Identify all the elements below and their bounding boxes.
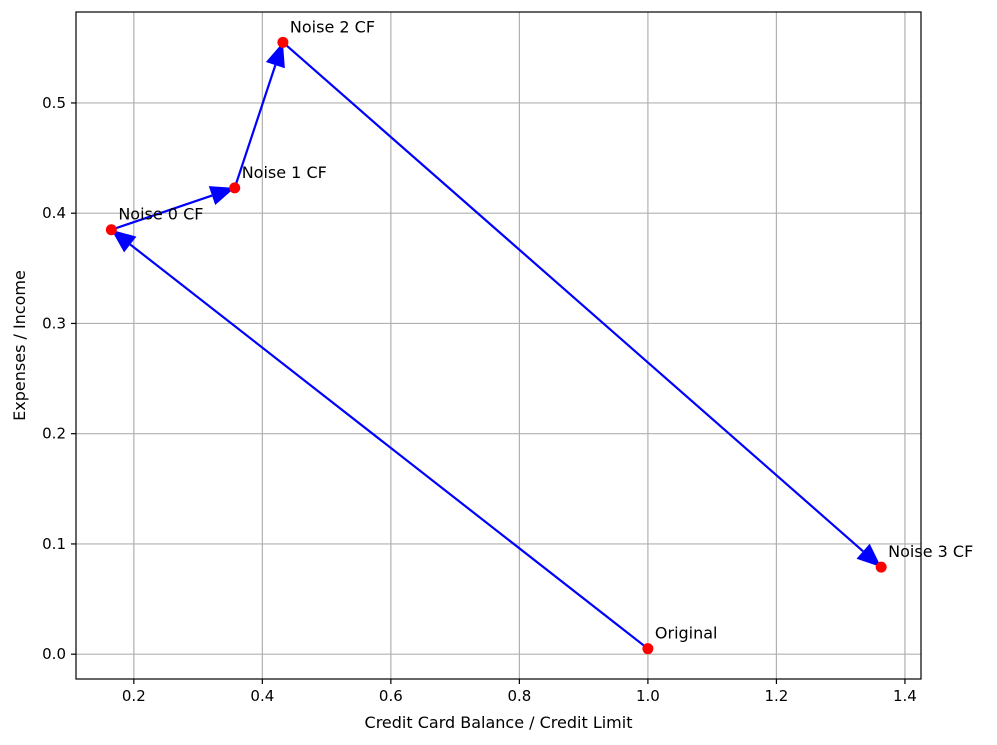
arrows (110, 41, 882, 650)
x-axis-title: Credit Card Balance / Credit Limit (365, 713, 633, 732)
y-axis-title: Expenses / Income (10, 270, 29, 421)
point-label: Noise 2 CF (290, 17, 375, 36)
ticks: 0.2 0.4 0.6 0.8 1.0 1.2 1.4 0.0 0.1 0.2 0.3 0.4 0.5 (42, 94, 917, 705)
arrow-shaft (110, 194, 213, 231)
data-point (875, 561, 887, 573)
x-tick-label: 0.6 (379, 687, 403, 705)
y-tick-label: 0.3 (42, 314, 66, 332)
x-tick-label: 0.8 (507, 687, 531, 705)
x-tick-label: 1.0 (636, 687, 660, 705)
data-point (642, 643, 654, 655)
y-tick-label: 0.2 (42, 425, 66, 443)
point-label: Noise 1 CF (242, 163, 327, 182)
arrow-head (208, 186, 235, 206)
point-label: Noise 0 CF (118, 205, 203, 224)
y-tick-label: 0.5 (42, 94, 66, 112)
point-label: Noise 3 CF (888, 542, 973, 561)
point-label: Original (655, 624, 718, 643)
grid (76, 12, 921, 679)
arrow-shaft (129, 243, 649, 650)
data-point (277, 36, 289, 48)
data-point (229, 182, 241, 194)
x-tick-label: 1.2 (764, 687, 788, 705)
arrow-head (265, 42, 285, 69)
arrow-head (856, 543, 882, 568)
arrow-shaft (282, 41, 864, 553)
y-tick-label: 0.4 (42, 204, 66, 222)
plot-frame (75, 11, 922, 680)
data-point (105, 224, 117, 236)
point-labels: Original Noise 0 CF Noise 1 CF Noise 2 CF No… (118, 17, 973, 642)
arrow-shaft (233, 64, 277, 189)
arrow-head (111, 229, 137, 253)
data-points (105, 36, 887, 655)
y-tick-label: 0.0 (42, 645, 66, 663)
y-tick-label: 0.1 (42, 535, 66, 553)
x-tick-label: 0.2 (122, 687, 146, 705)
x-tick-label: 0.4 (250, 687, 274, 705)
x-tick-label: 1.4 (893, 687, 917, 705)
